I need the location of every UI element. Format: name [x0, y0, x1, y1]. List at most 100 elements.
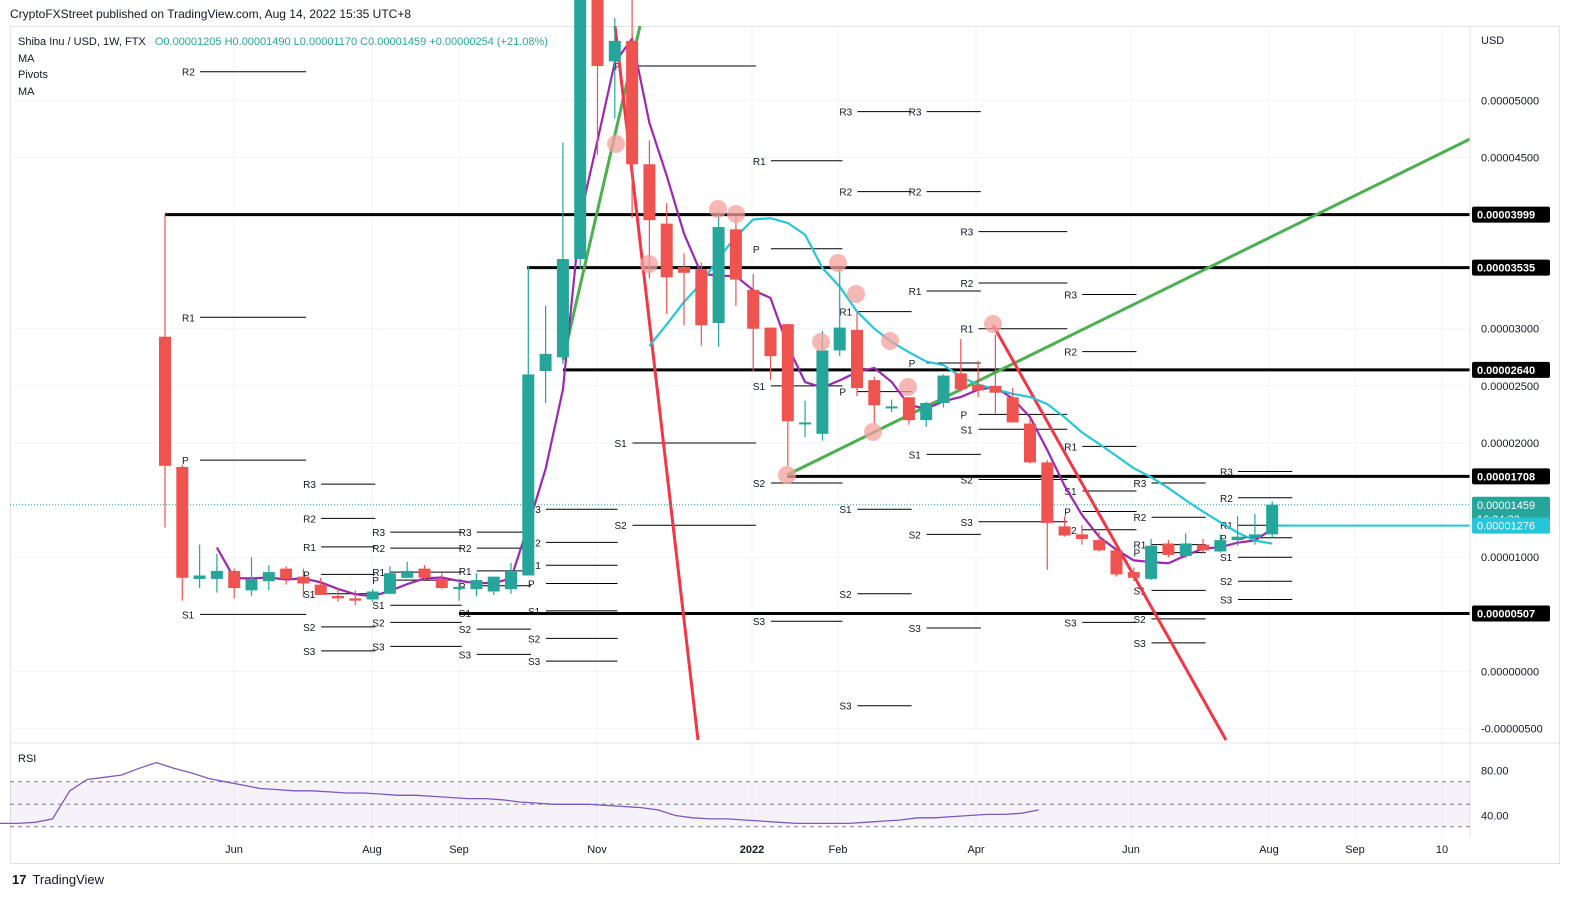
level-price-label: 0.00001708	[1477, 471, 1535, 483]
candle-body	[1110, 550, 1123, 575]
pivot-label: P	[839, 388, 846, 399]
candle-body	[193, 575, 206, 579]
candle-body	[1266, 504, 1279, 535]
legend-ma-fast: MA	[18, 53, 35, 65]
candle-body	[868, 380, 881, 406]
pivot-label: S3	[1134, 639, 1147, 650]
level-price-label: 0.00003999	[1477, 210, 1535, 222]
y-tick-label: 0.00001000	[1481, 552, 1539, 564]
touch-marker	[829, 254, 847, 272]
pivot-label: R2	[1220, 494, 1233, 505]
x-tick-label: Aug	[1259, 844, 1279, 856]
x-tick-label: Aug	[362, 844, 382, 856]
pivot-label: P	[1220, 534, 1227, 545]
y-tick-label: 0.00003000	[1481, 324, 1539, 336]
legend-pivots: Pivots	[18, 69, 48, 81]
candle-body	[556, 259, 569, 358]
x-tick-label: Nov	[587, 844, 607, 856]
candle-body	[1248, 534, 1261, 538]
current-price-label: 0.00001276	[1477, 521, 1535, 533]
candle-body	[660, 223, 673, 278]
candle-body	[401, 570, 414, 578]
pivot-label: S1	[753, 382, 766, 393]
pivot-label: R3	[1064, 290, 1077, 301]
pivot-label: S3	[839, 702, 852, 713]
touch-marker	[778, 466, 796, 484]
pivot-levels: R2 R1 P S1 R3 R2 R1 P S1 S2 S3 R3 R2 R1 P S1 S2 S3 R3 R2 R1 P…	[182, 62, 1293, 713]
candle-body	[937, 375, 950, 403]
horizontal-levels: 0.00003999 0.00003535 0.00002640 0.00001708…	[165, 206, 1550, 622]
candle-body	[608, 40, 621, 62]
level-price-tag	[1472, 259, 1550, 276]
pivot-label: R2	[372, 544, 385, 555]
rsi-pane: 80.00 40.00 RSI	[0, 753, 1509, 828]
candle-body	[972, 384, 985, 391]
x-tick-label: 10	[1436, 844, 1448, 856]
pivot-label: S3	[753, 617, 766, 628]
candle-body	[332, 596, 344, 599]
touch-marker	[847, 285, 865, 303]
x-tick-label: Jun	[225, 844, 243, 856]
pivot-label: R1	[839, 308, 852, 319]
ma-fast-line	[215, 35, 1273, 598]
pivot-label: R1	[528, 561, 541, 572]
rsi-tick-label: 80.00	[1481, 766, 1509, 778]
candle-body	[920, 402, 933, 421]
y-tick-label: 0.00005000	[1481, 95, 1539, 107]
candle-body	[885, 406, 898, 409]
pivot-label: S2	[909, 530, 922, 541]
pivot-label: S1	[303, 590, 316, 601]
pivot-label: R3	[961, 228, 974, 239]
pivot-label: P	[1064, 508, 1071, 519]
pivot-label: R2	[528, 538, 541, 549]
pivot-label: R1	[753, 157, 766, 168]
level-price-tag	[1472, 361, 1550, 378]
pivot-label: S1	[839, 505, 852, 516]
pivot-label: S3	[961, 518, 974, 529]
pivot-label: R3	[839, 108, 852, 119]
pivot-label: R2	[182, 68, 195, 79]
pivot-label: R3	[1220, 468, 1233, 479]
pivot-label: P	[528, 579, 535, 590]
pivot-label: R3	[528, 505, 541, 516]
candle-body	[297, 576, 310, 584]
rsi-label: RSI	[18, 753, 36, 765]
pivot-label: R1	[303, 543, 316, 554]
footer-brand[interactable]: 17 TradingView	[12, 872, 104, 887]
candle-body	[989, 385, 1002, 393]
candle-body	[643, 164, 656, 221]
candle-body	[522, 374, 535, 576]
pivot-label: R1	[459, 567, 472, 578]
pivot-label: S2	[1220, 577, 1233, 588]
pivot-label: R3	[459, 528, 472, 539]
pivot-label: P	[961, 410, 968, 421]
touch-marker	[864, 423, 882, 441]
pivot-label: S2	[372, 618, 385, 629]
pivot-label: P	[615, 62, 622, 73]
candle-body	[1162, 543, 1175, 555]
candle-body	[574, 0, 587, 260]
pivot-label: R2	[909, 188, 922, 199]
candle-body	[1006, 397, 1019, 423]
pivot-label: P	[1134, 549, 1141, 560]
candle-body	[816, 350, 829, 434]
grid-layer	[10, 26, 1470, 838]
pivot-label: P	[303, 570, 310, 581]
candle-body	[781, 324, 794, 422]
candle-body	[1075, 534, 1088, 539]
ascending-trendline	[786, 137, 1471, 477]
candle-body	[383, 573, 396, 594]
pivot-label: S1	[615, 439, 628, 450]
pivot-label: P	[182, 456, 189, 467]
x-tick-label: Feb	[829, 844, 848, 856]
x-tick-label: Apr	[967, 844, 984, 856]
rsi-tick-label: 40.00	[1481, 811, 1509, 823]
pivot-label: P	[909, 359, 916, 370]
tradingview-logo-icon: 17	[12, 872, 27, 887]
candle-body	[539, 353, 552, 372]
y-tick-label: 0.00002500	[1481, 381, 1539, 393]
moving-averages	[215, 35, 1273, 598]
descending-trendline	[991, 324, 1228, 741]
touch-marker	[709, 200, 727, 218]
